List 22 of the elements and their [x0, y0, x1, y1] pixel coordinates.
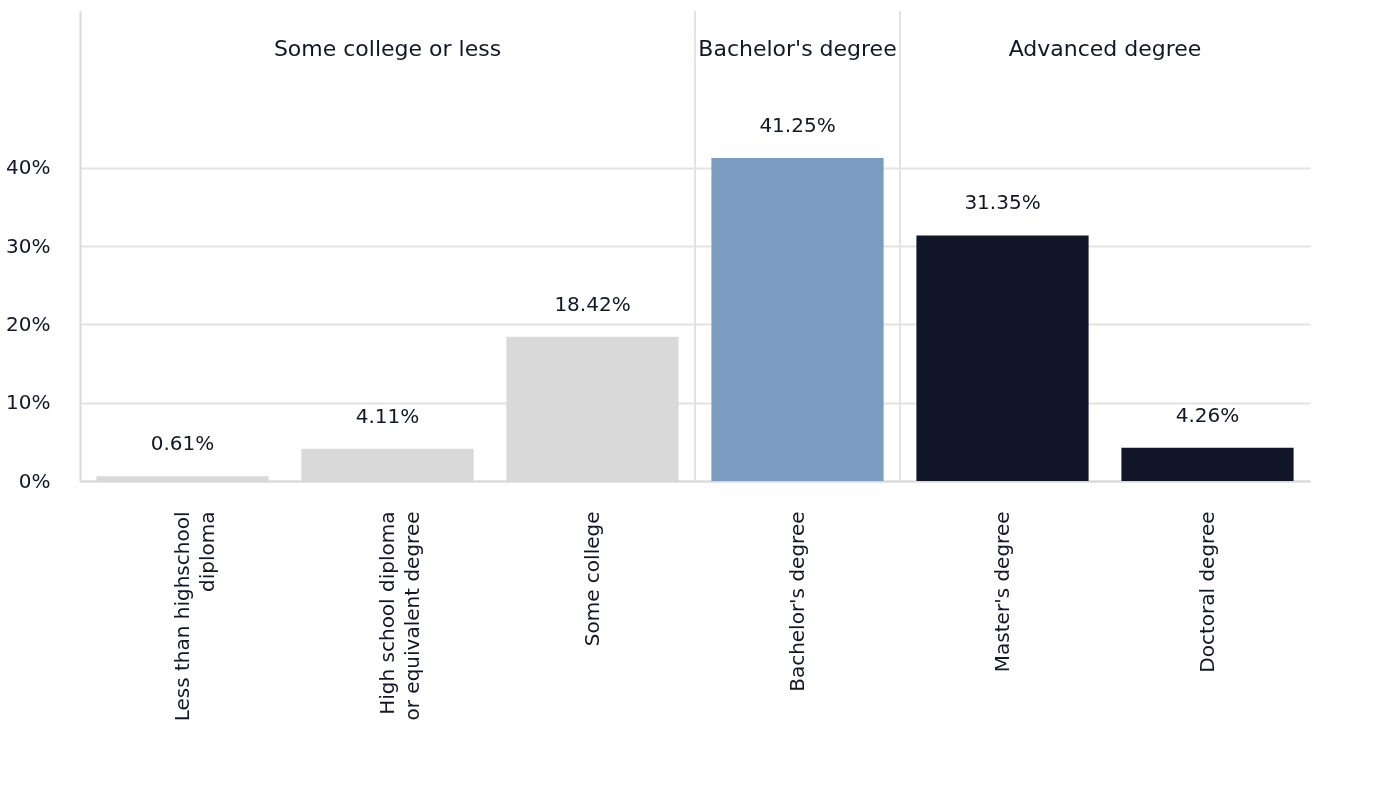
data-label: 31.35% [964, 190, 1041, 215]
x-tick-label: Master's degree [990, 511, 1014, 673]
data-label: 4.26% [1175, 402, 1240, 427]
bar [711, 157, 884, 481]
x-tick-label: Bachelor's degree [785, 511, 809, 692]
annotation: Advanced degree [1008, 36, 1202, 61]
data-label: 4.11% [355, 403, 420, 428]
bar [1121, 447, 1294, 481]
y-tick-label: 10% [6, 390, 51, 415]
y-tick-label: 30% [6, 233, 51, 258]
x-tick-label: Doctoral degree [1195, 511, 1219, 673]
annotation: Some college or less [273, 36, 502, 61]
data-label: 18.42% [554, 291, 631, 316]
data-label: 41.25% [759, 112, 836, 137]
annotation: Bachelor's degree [698, 36, 897, 61]
y-tick-label: 0% [18, 468, 51, 493]
bar [916, 235, 1089, 481]
y-tick-label: 20% [6, 311, 51, 336]
x-tick-label: Some college [580, 511, 604, 647]
data-label: 0.61% [150, 431, 215, 456]
y-tick-label: 40% [6, 155, 51, 180]
x-tick-label: Less than highschool diploma [170, 511, 219, 722]
